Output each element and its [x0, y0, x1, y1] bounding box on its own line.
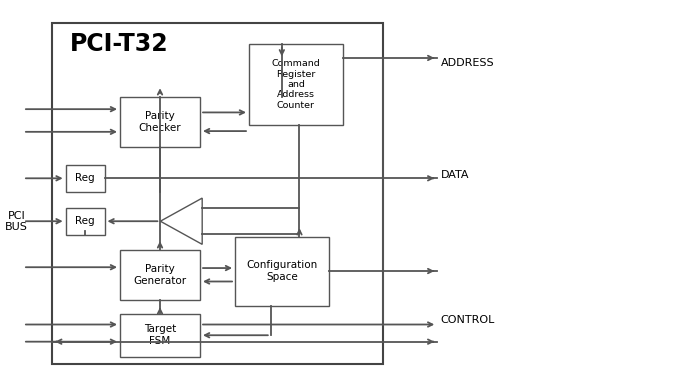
Text: Command
Register
and
Address
Counter: Command Register and Address Counter [272, 59, 321, 110]
Text: Target
FSM: Target FSM [144, 324, 176, 346]
Text: Parity
Generator: Parity Generator [134, 264, 187, 286]
Polygon shape [160, 198, 202, 244]
FancyBboxPatch shape [66, 165, 104, 192]
Text: Reg: Reg [75, 173, 95, 183]
Text: PCI
BUS: PCI BUS [6, 211, 28, 232]
FancyBboxPatch shape [235, 237, 329, 306]
Text: Parity
Checker: Parity Checker [139, 111, 181, 133]
FancyBboxPatch shape [249, 44, 343, 124]
Text: Configuration
Space: Configuration Space [246, 260, 318, 282]
FancyBboxPatch shape [120, 97, 200, 147]
FancyBboxPatch shape [120, 250, 200, 300]
Text: ADDRESS: ADDRESS [440, 58, 494, 68]
Text: DATA: DATA [440, 170, 469, 180]
FancyBboxPatch shape [52, 23, 384, 364]
FancyBboxPatch shape [66, 208, 104, 235]
Text: PCI-T32: PCI-T32 [70, 32, 168, 56]
FancyBboxPatch shape [120, 314, 200, 357]
Text: CONTROL: CONTROL [440, 315, 495, 326]
Text: Reg: Reg [75, 216, 95, 226]
